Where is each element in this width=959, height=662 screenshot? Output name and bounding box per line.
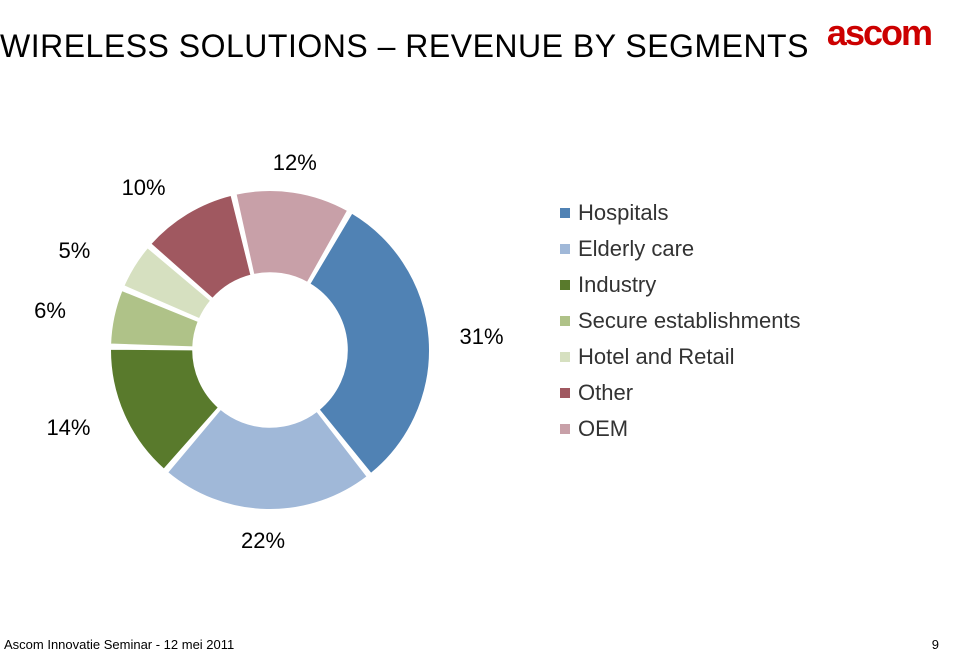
legend-item: Other — [560, 380, 801, 406]
legend-label: Other — [578, 380, 633, 406]
donut-svg — [60, 140, 480, 560]
slice-label: 12% — [273, 150, 317, 176]
legend-item: Industry — [560, 272, 801, 298]
legend-marker — [560, 280, 570, 290]
slice-label: 5% — [59, 238, 91, 264]
legend-marker — [560, 208, 570, 218]
legend-label: Elderly care — [578, 236, 694, 262]
legend-item: Elderly care — [560, 236, 801, 262]
slice-label: 14% — [46, 415, 90, 441]
page-title: WIRELESS SOLUTIONS – REVENUE BY SEGMENTS — [0, 28, 809, 65]
legend-item: Hospitals — [560, 200, 801, 226]
legend-label: Industry — [578, 272, 656, 298]
legend-marker — [560, 316, 570, 326]
slice-label: 22% — [241, 528, 285, 554]
legend-label: Hospitals — [578, 200, 668, 226]
slice-label: 31% — [459, 324, 503, 350]
slice-label: 10% — [122, 175, 166, 201]
donut-chart: 31%22%14%6%5%10%12% — [60, 140, 480, 560]
legend-label: Secure establishments — [578, 308, 801, 334]
slice-label: 6% — [34, 298, 66, 324]
legend-marker — [560, 244, 570, 254]
legend-marker — [560, 424, 570, 434]
legend-item: Hotel and Retail — [560, 344, 801, 370]
legend-item: OEM — [560, 416, 801, 442]
brand-logo: ascom — [827, 12, 931, 54]
legend-label: Hotel and Retail — [578, 344, 735, 370]
footer-text: Ascom Innovatie Seminar - 12 mei 2011 — [4, 637, 234, 652]
page-number: 9 — [932, 637, 939, 652]
legend-item: Secure establishments — [560, 308, 801, 334]
legend-marker — [560, 388, 570, 398]
legend-marker — [560, 352, 570, 362]
legend-label: OEM — [578, 416, 628, 442]
legend: Hospitals Elderly care Industry Secure esta… — [560, 200, 801, 452]
